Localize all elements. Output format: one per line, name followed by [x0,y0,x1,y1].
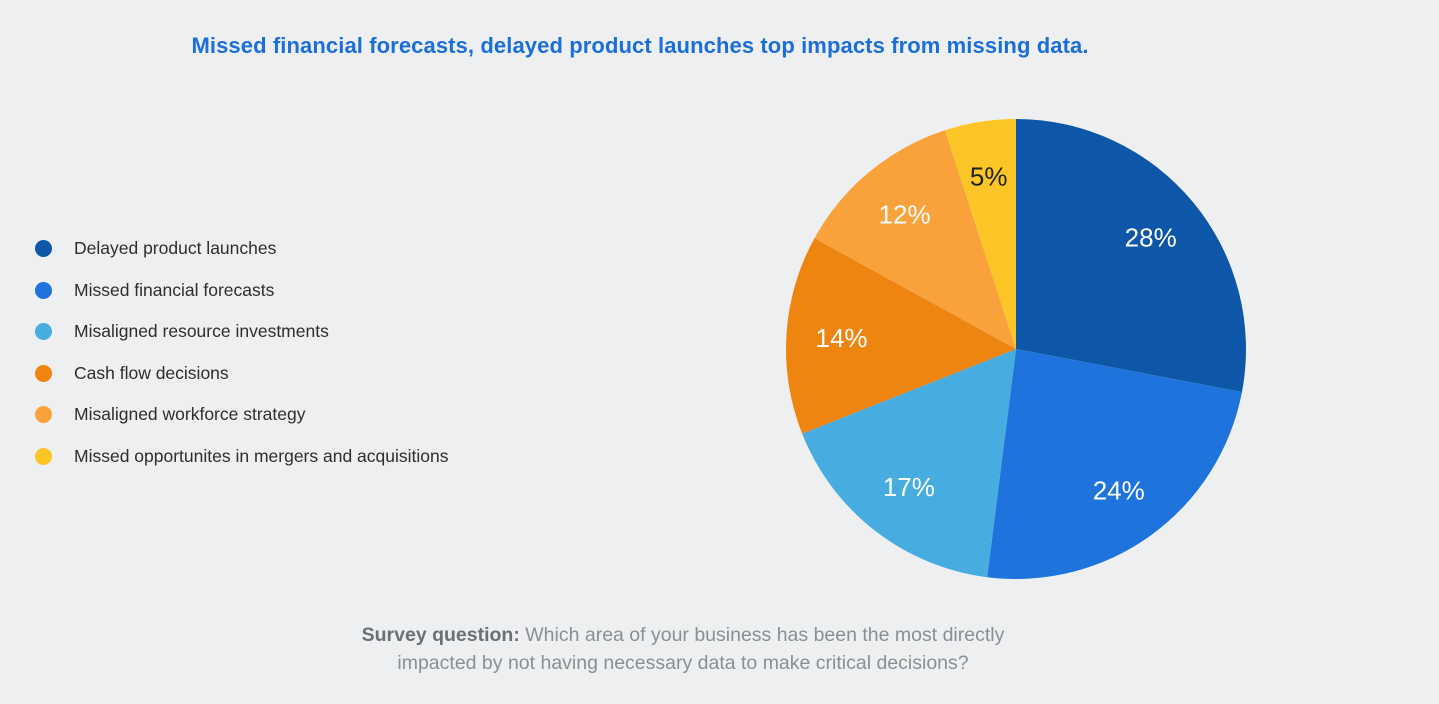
pie-slice [785,238,1016,434]
pie-slice-label: 12% [879,199,931,229]
legend-swatch-icon [35,281,52,299]
legend-item: Missed financial forecasts [35,270,449,312]
pie-slice-label: 28% [1125,223,1177,253]
legend-item: Missed opportunites in mergers and acqui… [35,436,449,478]
survey-question-line1: Survey question: Which area of your busi… [0,621,1366,649]
pie-chart-svg: 28% 24% 17% 14% 12% 5% [785,119,1247,580]
legend-swatch-icon [35,406,52,424]
pie-slice-label: 14% [816,323,868,353]
legend-swatch-icon [35,323,52,341]
legend-item: Misaligned resource investments [35,311,449,353]
survey-question-label: Survey question: [361,624,520,646]
pie-slice [987,349,1242,580]
legend-label: Missed opportunites in mergers and acqui… [74,445,449,466]
survey-question: Survey question: Which area of your busi… [0,621,1366,677]
pie-slice-label: 17% [883,472,935,502]
pie-slice [802,349,1016,578]
legend-label: Delayed product launches [74,238,277,259]
legend-item: Cash flow decisions [35,353,449,395]
legend-swatch-icon [35,447,52,465]
legend-item: Misaligned workforce strategy [35,394,449,436]
pie-slice [1016,119,1247,393]
pie-slice-label: 24% [1093,475,1145,505]
legend-label: Missed financial forecasts [74,279,275,300]
legend-swatch-icon [35,364,52,382]
legend-swatch-icon [35,240,52,258]
legend-label: Misaligned workforce strategy [74,404,306,425]
legend-item: Delayed product launches [35,228,449,270]
survey-question-line2: impacted by not having necessary data to… [397,652,969,674]
pie-slice [814,130,1016,349]
pie-slice [944,119,1016,349]
legend-label: Misaligned resource investments [74,321,329,342]
survey-question-text1: Which area of your business has been the… [519,624,1005,646]
legend-label: Cash flow decisions [74,362,229,383]
pie-chart: 28% 24% 17% 14% 12% 5% [781,114,1251,584]
chart-title: Missed financial forecasts, delayed prod… [191,33,1089,58]
pie-slice-label: 5% [970,161,1008,191]
legend: Delayed product launches Missed financia… [35,228,449,477]
